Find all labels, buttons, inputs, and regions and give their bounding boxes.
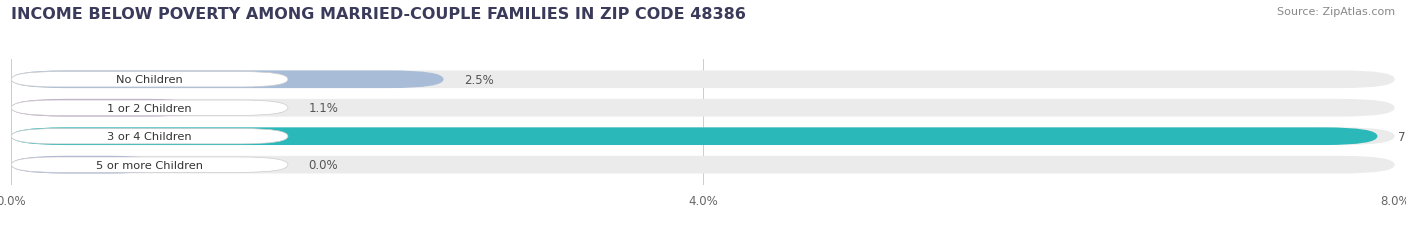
Text: 7.9%: 7.9% <box>1398 130 1406 143</box>
Text: 2.5%: 2.5% <box>464 73 494 86</box>
FancyBboxPatch shape <box>11 128 1378 145</box>
Text: 1 or 2 Children: 1 or 2 Children <box>107 103 191 113</box>
FancyBboxPatch shape <box>11 71 1395 89</box>
FancyBboxPatch shape <box>11 72 288 88</box>
FancyBboxPatch shape <box>11 128 1395 145</box>
Text: 0.0%: 0.0% <box>309 158 339 171</box>
FancyBboxPatch shape <box>11 156 163 174</box>
FancyBboxPatch shape <box>11 100 1395 117</box>
Text: 1.1%: 1.1% <box>309 102 339 115</box>
Text: 5 or more Children: 5 or more Children <box>96 160 202 170</box>
FancyBboxPatch shape <box>11 100 201 117</box>
FancyBboxPatch shape <box>11 156 1395 174</box>
Text: 3 or 4 Children: 3 or 4 Children <box>107 132 191 142</box>
FancyBboxPatch shape <box>11 129 288 144</box>
Text: No Children: No Children <box>117 75 183 85</box>
FancyBboxPatch shape <box>11 71 444 89</box>
Text: INCOME BELOW POVERTY AMONG MARRIED-COUPLE FAMILIES IN ZIP CODE 48386: INCOME BELOW POVERTY AMONG MARRIED-COUPL… <box>11 7 747 22</box>
FancyBboxPatch shape <box>11 157 288 173</box>
FancyBboxPatch shape <box>11 100 288 116</box>
Text: Source: ZipAtlas.com: Source: ZipAtlas.com <box>1277 7 1395 17</box>
